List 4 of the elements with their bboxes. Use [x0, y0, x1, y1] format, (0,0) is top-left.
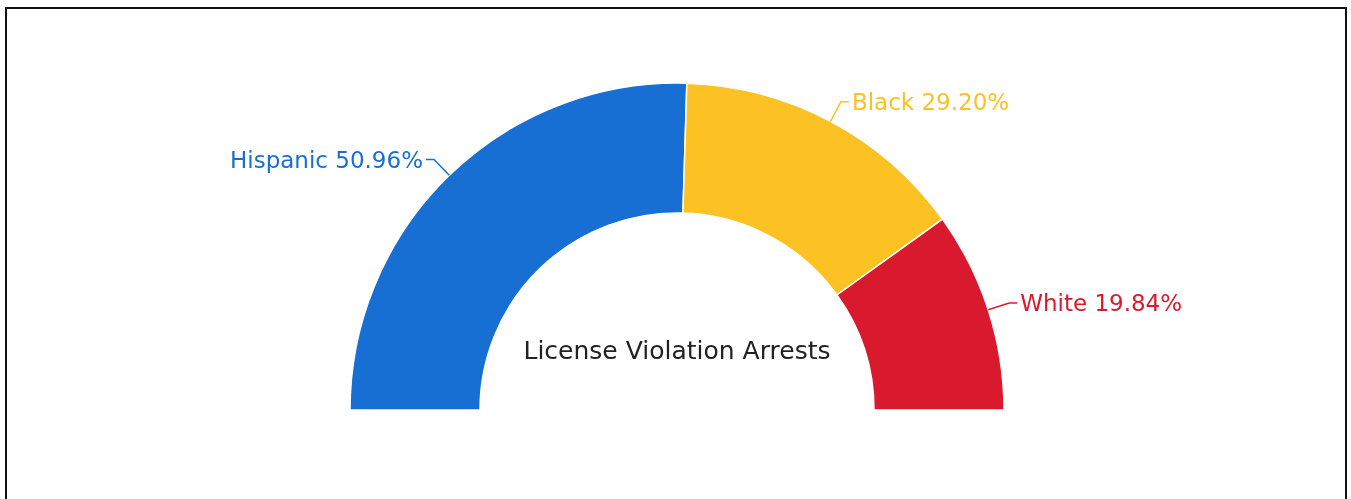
- text: License Violation Arrests: [523, 335, 831, 365]
- slice-label: Black 29.20%: [851, 88, 1010, 115]
- slice-label: Hispanic 50.96%: [229, 146, 423, 173]
- slice-label: White 19.84%: [1020, 290, 1183, 317]
